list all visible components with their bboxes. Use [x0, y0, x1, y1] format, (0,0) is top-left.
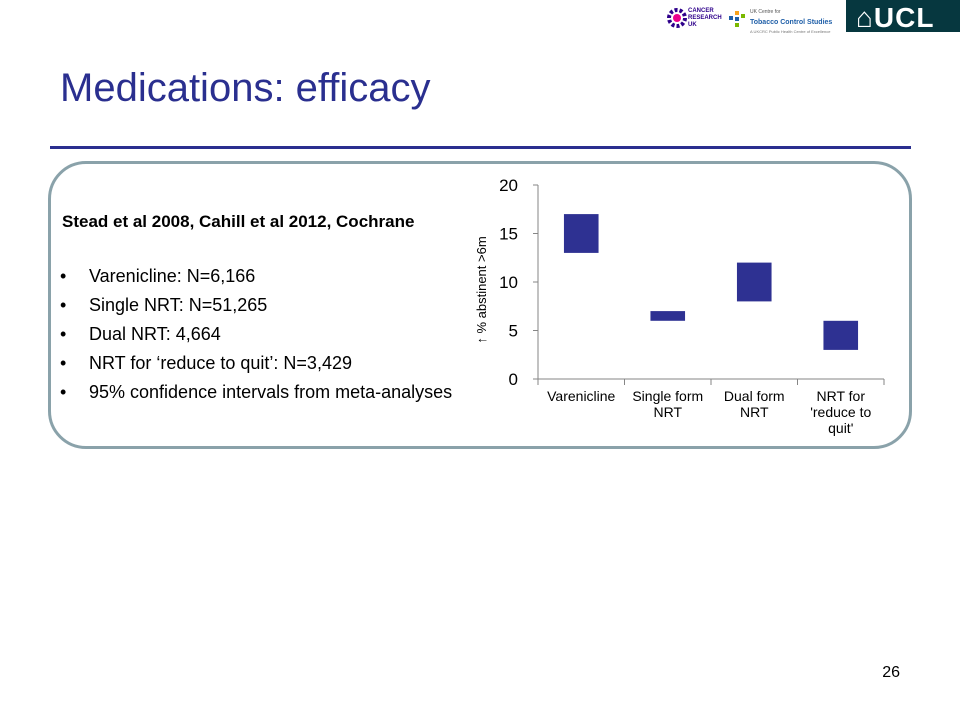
ucl-logo: ⌂UCL [846, 0, 960, 33]
list-item: • Single NRT: N=51,265 [60, 292, 460, 318]
ucl-logo-text: ⌂UCL [856, 2, 935, 33]
bullet-icon: • [60, 382, 67, 402]
y-tick-label: 20 [499, 176, 518, 195]
bullet-text: Single NRT: N=51,265 [89, 295, 268, 315]
y-tick-label: 5 [509, 322, 518, 341]
header-logos: CANCER RESEARCH UK UK Centre for Tobacco… [660, 0, 960, 40]
cruk-logo: CANCER RESEARCH UK [666, 4, 722, 34]
list-item: • 95% confidence intervals from meta-anal… [60, 379, 460, 405]
bullet-icon: • [60, 266, 67, 286]
bullet-icon: • [60, 324, 67, 344]
title-divider [50, 146, 911, 149]
y-tick-label: 15 [499, 225, 518, 244]
tobacco-control-name: Tobacco Control Studies [750, 19, 833, 26]
bullet-text: 95% confidence intervals from meta-analy… [89, 382, 453, 402]
ci-bar [823, 320, 859, 350]
y-tick-label: 10 [499, 273, 518, 292]
list-item: • Dual NRT: 4,664 [60, 321, 460, 347]
bullet-text: Varenicline: N=6,166 [89, 266, 256, 286]
slide-title: Medications: efficacy [60, 66, 431, 110]
ci-bar [736, 262, 772, 302]
x-category-label: Dual form NRT [724, 388, 785, 420]
bullet-icon: • [60, 295, 67, 315]
list-item: • Varenicline: N=6,166 [60, 263, 460, 289]
list-item: • NRT for ‘reduce to quit’: N=3,429 [60, 350, 460, 376]
x-category-label: Varenicline [547, 388, 615, 404]
efficacy-chart: 0 5 10 15 20 Varenicline Single form NRT Dual fo… [474, 176, 885, 436]
ci-bar [650, 311, 686, 321]
bullet-text: Dual NRT: 4,664 [89, 324, 221, 344]
bullet-list: • Varenicline: N=6,166 • Single NRT: N=51,… [60, 263, 460, 408]
study-heading: Stead et al 2008, Cahill et al 2012, Coc… [62, 212, 415, 231]
tobacco-control-tagline: A UKCRC Public Health Centre of Excellen… [750, 29, 831, 34]
tobacco-control-logo: UK Centre for Tobacco Control Studies A … [728, 4, 832, 34]
cruk-mark-icon [667, 8, 687, 28]
y-tick-label: 0 [509, 370, 518, 389]
bullet-text: NRT for ‘reduce to quit’: N=3,429 [89, 353, 352, 373]
bullet-icon: • [60, 353, 67, 373]
cruk-logo-text: CANCER RESEARCH UK [688, 8, 722, 28]
tobacco-control-mark-icon [729, 11, 745, 27]
y-axis-title: ↑ % abstinent >6m [474, 236, 489, 343]
content-panel [48, 161, 912, 449]
x-category-label: Single form NRT [632, 388, 703, 420]
x-category-label: NRT for'reduce to quit' [810, 388, 871, 436]
page-number: 26 [882, 664, 900, 681]
tobacco-control-prefix: UK Centre for [750, 9, 781, 15]
ci-bar [563, 214, 599, 253]
